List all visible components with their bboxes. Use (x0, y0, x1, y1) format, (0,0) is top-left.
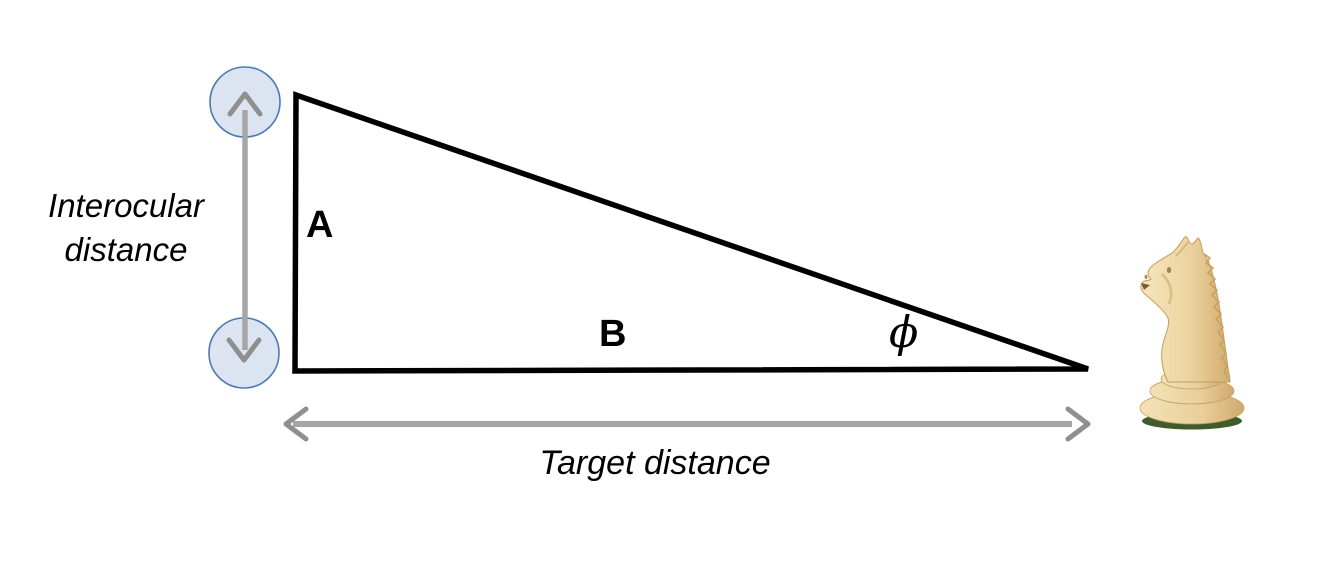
chevron-left-icon (283, 406, 309, 442)
knight-mouth (1141, 283, 1150, 290)
knight-nostril (1144, 274, 1148, 280)
target-distance-label: Target distance (539, 444, 771, 482)
knight-forelock (1175, 241, 1189, 257)
chevron-right-icon (1065, 406, 1091, 442)
triangle (292, 91, 1089, 374)
side-a-label: A (306, 204, 334, 246)
interocular-label-line1: Interocular (48, 187, 204, 224)
interocular-arrow (208, 66, 281, 389)
knight-mane (1203, 253, 1229, 379)
chevron-down-icon (226, 337, 262, 363)
interocular-distance-label: Interocular distance (20, 184, 232, 272)
knight-cheek-line (1161, 273, 1173, 305)
side-b-label: B (599, 313, 627, 355)
knight-eye (1166, 267, 1172, 273)
knight-chess-piece-icon (1139, 236, 1245, 430)
angle-phi-label: ϕ (889, 308, 919, 358)
interocular-label-line2: distance (64, 231, 188, 268)
chevron-up-icon (227, 91, 263, 117)
target-distance-arrow (283, 406, 1091, 442)
